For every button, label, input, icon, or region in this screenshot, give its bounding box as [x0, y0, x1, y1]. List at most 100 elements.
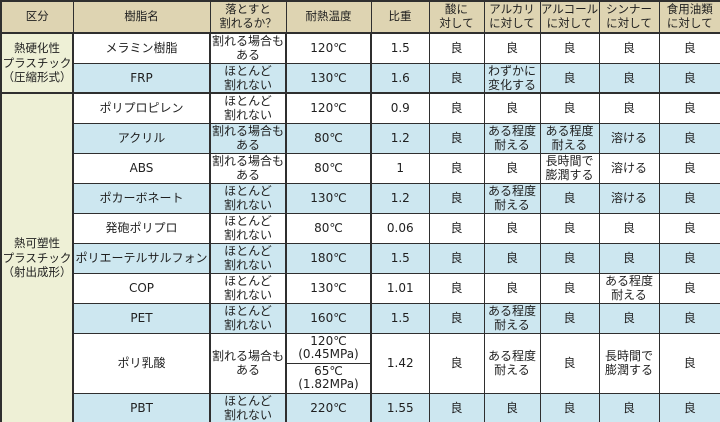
alcohol-cell: ある程度 耐える — [539, 122, 600, 154]
table-row: ポリ乳酸 割れる場合も ある 120℃ (0.45MPa) 65℃ (1.82MPa)… — [1, 332, 720, 394]
table-row: ポリエーテルサルフォン ほとんど 割れない 180℃ 1.5 良良良良良 — [1, 242, 720, 274]
column-header-alcohol: アルコール に対して — [539, 0, 600, 34]
thinner-cell: 良 — [598, 32, 660, 64]
cooking-oil-cell: 良 — [658, 182, 720, 214]
thinner-cell: 溶ける — [598, 122, 660, 154]
table-row: PET ほとんど 割れない 160℃ 1.5 良ある程度 耐える良良良 — [1, 302, 720, 334]
alcohol-cell: 長時間で 膨潤する — [539, 152, 600, 184]
resin-name-cell: ポリ乳酸 — [72, 332, 211, 394]
acid-cell: 良 — [428, 32, 485, 64]
breakability-cell: 割れる場合も ある — [209, 32, 287, 64]
alcohol-cell: 良 — [539, 302, 600, 334]
resin-name-cell: ポカーボネート — [72, 182, 211, 214]
specific-gravity-cell: 1.2 — [370, 182, 430, 214]
cooking-oil-cell: 良 — [658, 272, 720, 304]
alkali-cell: 良 — [483, 272, 541, 304]
table-row: ポカーボネート ほとんど 割れない 130℃ 1.2 良ある程度 耐える良溶ける良 — [1, 182, 720, 214]
table-row: ABS 割れる場合も ある 80℃ 1 良良長時間で 膨潤する 溶ける良 — [1, 152, 720, 184]
table-row: 熱可塑性 プラスチック （射出成形） ポリプロピレン ほとんど 割れない 120℃ 0.… — [0, 92, 720, 422]
table-row: FRP ほとんど 割れない 130℃ 1.6 良わずかに 変化する良良良 — [1, 62, 720, 94]
heat-temp-split: 120℃ (0.45MPa) 65℃ (1.82MPa) — [287, 334, 369, 392]
cooking-oil-cell: 良 — [658, 62, 720, 94]
specific-gravity-cell: 0.9 — [370, 92, 430, 124]
thinner-cell: 良 — [598, 62, 660, 94]
breakability-cell: 割れる場合も ある — [209, 332, 287, 394]
breakability-cell: 割れる場合も ある — [209, 122, 287, 154]
breakability-cell: ほとんど 割れない — [209, 92, 287, 124]
alcohol-cell: 良 — [539, 62, 600, 94]
acid-cell: 良 — [428, 182, 485, 214]
cooking-oil-cell: 良 — [658, 302, 720, 334]
resin-name-cell: ポリエーテルサルフォン — [72, 242, 211, 274]
breakability-cell: ほとんど 割れない — [209, 302, 287, 334]
resin-name-cell: PBT — [72, 392, 211, 422]
specific-gravity-cell: 1.42 — [370, 332, 430, 394]
thinner-cell: ある程度 耐える — [598, 272, 660, 304]
heat-temp-cell: 160℃ — [285, 302, 372, 334]
cooking-oil-cell: 良 — [658, 332, 720, 394]
acid-cell: 良 — [428, 62, 485, 94]
table-body: 熱硬化性 プラスチック （圧縮形式） メラミン樹脂 割れる場合も ある 120℃ 1.5… — [0, 32, 720, 422]
alkali-cell: 良 — [483, 152, 541, 184]
thinner-cell: 溶ける — [598, 152, 660, 184]
heat-temp-cell: 80℃ — [285, 212, 372, 244]
alkali-cell: 良 — [483, 212, 541, 244]
table-row: 発砲ポリプロ ほとんど 割れない 80℃ 0.06 良良良良良 — [1, 212, 720, 244]
resin-name-cell: ポリプロピレン — [72, 92, 211, 124]
resin-name-cell: PET — [72, 302, 211, 334]
cooking-oil-cell: 良 — [658, 152, 720, 184]
cooking-oil-cell: 良 — [658, 392, 720, 422]
acid-cell: 良 — [428, 332, 485, 394]
heat-temp-sub-cell: 120℃ (0.45MPa) — [287, 334, 369, 364]
category-cell: 熱硬化性 プラスチック （圧縮形式） — [0, 32, 74, 94]
alkali-cell: ある程度 耐える — [483, 302, 541, 334]
column-header-specific-gravity: 比重 — [370, 0, 430, 34]
alcohol-cell: 良 — [539, 392, 600, 422]
acid-cell: 良 — [428, 302, 485, 334]
column-header-acid: 酸に 対して — [428, 0, 485, 34]
column-header-resin-name: 樹脂名 — [72, 0, 211, 34]
alkali-cell: 良 — [483, 392, 541, 422]
specific-gravity-cell: 1.01 — [370, 272, 430, 304]
acid-cell: 良 — [428, 272, 485, 304]
breakability-cell: 割れる場合も ある — [209, 152, 287, 184]
acid-cell: 良 — [428, 122, 485, 154]
thinner-cell: 長時間で 膨潤する — [598, 332, 660, 394]
specific-gravity-cell: 1.2 — [370, 122, 430, 154]
thinner-cell: 良 — [598, 92, 660, 124]
heat-temp-cell: 130℃ — [285, 182, 372, 214]
table-header: 区分 樹脂名 落とすと 割れるか？ 耐熱温度 比重 酸に 対して アルカリ に対… — [0, 0, 720, 34]
specific-gravity-cell: 1.6 — [370, 62, 430, 94]
thinner-cell: 良 — [598, 302, 660, 334]
cooking-oil-cell: 良 — [658, 242, 720, 274]
column-header-alkali: アルカリ に対して — [483, 0, 541, 34]
alcohol-cell: 良 — [539, 32, 600, 64]
alkali-cell: 良 — [483, 242, 541, 274]
alkali-cell: ある程度 耐える — [483, 332, 541, 394]
specific-gravity-cell: 1.5 — [370, 242, 430, 274]
heat-temp-cell: 130℃ — [285, 62, 372, 94]
heat-temp-cell: 80℃ — [285, 152, 372, 184]
resin-name-cell: ABS — [72, 152, 211, 184]
heat-temp-cell: 120℃ — [285, 92, 372, 124]
column-header-category: 区分 — [0, 0, 74, 34]
heat-temp-cell: 120℃ — [285, 32, 372, 64]
acid-cell: 良 — [428, 242, 485, 274]
table-row: 熱硬化性 プラスチック （圧縮形式） メラミン樹脂 割れる場合も ある 120℃ 1.5… — [0, 32, 720, 94]
breakability-cell: ほとんど 割れない — [209, 242, 287, 274]
alcohol-cell: 良 — [539, 332, 600, 394]
table-row: アクリル 割れる場合も ある 80℃ 1.2 良ある程度 耐える ある程度 耐える 溶ける良 — [1, 122, 720, 154]
breakability-cell: ほとんど 割れない — [209, 392, 287, 422]
resin-name-cell: メラミン樹脂 — [72, 32, 211, 64]
heat-temp-sub-cell: 65℃ (1.82MPa) — [298, 363, 359, 391]
thinner-cell: 良 — [598, 212, 660, 244]
cooking-oil-cell: 良 — [658, 212, 720, 244]
specific-gravity-cell: 1.5 — [370, 302, 430, 334]
breakability-cell: ほとんど 割れない — [209, 212, 287, 244]
header-row: 区分 樹脂名 落とすと 割れるか？ 耐熱温度 比重 酸に 対して アルカリ に対… — [0, 0, 720, 34]
specific-gravity-cell: 1.5 — [370, 32, 430, 64]
alkali-cell: ある程度 耐える — [483, 122, 541, 154]
specific-gravity-cell: 1.55 — [370, 392, 430, 422]
